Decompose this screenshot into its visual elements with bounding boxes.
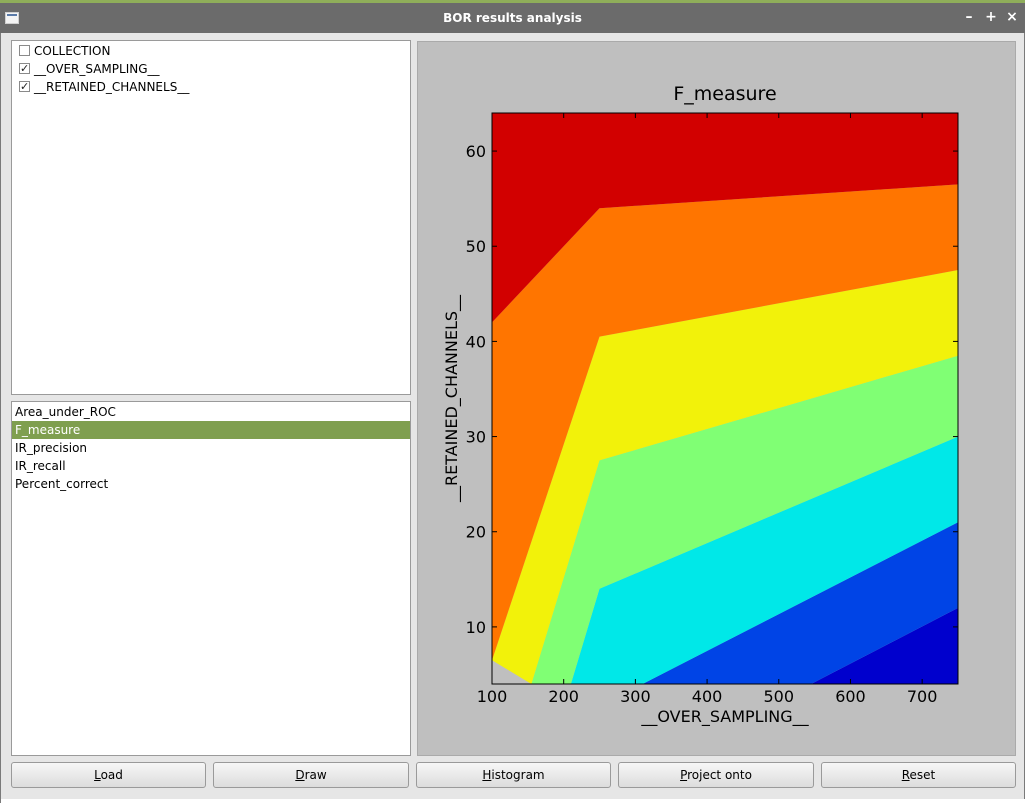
attribute-label: __OVER_SAMPLING__: [34, 62, 160, 76]
measure-item-ir-recall[interactable]: IR_recall: [15, 459, 66, 473]
load-button-mnemonic: L: [94, 768, 101, 782]
x-tick-label: 500: [763, 687, 794, 706]
chart-title: F_measure: [673, 83, 776, 105]
project-onto-button-mnemonic: P: [680, 768, 688, 782]
contour-band-6: [492, 113, 958, 323]
app-window-icon[interactable]: [5, 12, 19, 24]
y-tick-label: 30: [466, 428, 486, 447]
reset-button-label: eset: [909, 768, 936, 782]
x-tick-label: 100: [477, 687, 508, 706]
draw-button-label: raw: [304, 768, 327, 782]
background-window-strip: [1, 799, 1025, 803]
contour-band-4: [492, 270, 958, 684]
minimize-button[interactable]: –: [965, 9, 973, 25]
checkbox-collection[interactable]: [19, 45, 30, 56]
y-tick-label: 10: [466, 618, 486, 637]
maximize-button[interactable]: +: [985, 9, 997, 25]
attribute-label: COLLECTION: [34, 44, 111, 58]
project-onto-button-label: roject onto: [687, 768, 752, 782]
histogram-button[interactable]: Histogram: [416, 762, 611, 788]
x-tick-label: 200: [548, 687, 579, 706]
histogram-button-mnemonic: H: [482, 768, 492, 782]
plot-frame: [491, 112, 959, 685]
load-button[interactable]: Load: [11, 762, 206, 788]
draw-button[interactable]: Draw: [213, 762, 409, 788]
checkbox-over-sampling[interactable]: [19, 60, 30, 78]
reset-button[interactable]: Reset: [821, 762, 1016, 788]
measure-item-f-measure[interactable]: F_measure: [12, 421, 410, 439]
y-tick-label: 60: [466, 142, 486, 161]
title-bar: BOR results analysis – + ×: [0, 0, 1025, 33]
close-button[interactable]: ×: [1006, 9, 1018, 25]
checkbox-retained-channels[interactable]: [19, 78, 30, 96]
attribute-item-retained-channels[interactable]: __RETAINED_CHANNELS__: [12, 78, 410, 96]
measure-item-ir-precision[interactable]: IR_precision: [15, 441, 88, 455]
contour-band-1: [642, 522, 958, 684]
load-button-label: oad: [100, 768, 123, 782]
contour-band-5: [492, 184, 958, 661]
window-title: BOR results analysis: [443, 11, 582, 25]
attribute-list: COLLECTION __OVER_SAMPLING__ __RETAINED_…: [11, 40, 411, 395]
measure-item-percent-correct[interactable]: Percent_correct: [15, 477, 109, 491]
contour-band-3: [531, 355, 958, 684]
x-tick-label: 600: [835, 687, 866, 706]
x-tick-label: 400: [692, 687, 723, 706]
y-tick-label: 20: [466, 523, 486, 542]
draw-button-mnemonic: D: [295, 768, 305, 782]
reset-button-mnemonic: R: [901, 768, 910, 782]
x-axis-label: __OVER_SAMPLING__: [640, 707, 809, 727]
measure-item-area-under-roc[interactable]: Area_under_ROC: [15, 405, 116, 419]
y-axis-label: __RETAINED_CHANNELS__: [442, 294, 462, 503]
x-tick-label: 300: [620, 687, 651, 706]
measure-list: Area_under_ROC F_measure IR_precision IR…: [11, 401, 411, 756]
attribute-item-over-sampling[interactable]: __OVER_SAMPLING__: [12, 60, 410, 78]
histogram-button-label: istogram: [491, 768, 545, 782]
project-onto-button[interactable]: Project onto: [618, 762, 814, 788]
attribute-item-collection[interactable]: COLLECTION: [12, 42, 410, 60]
y-tick-label: 50: [466, 237, 486, 256]
attribute-label: __RETAINED_CHANNELS__: [34, 80, 190, 94]
contour-chart: 100 200 300 400 500 600 700 10 20 30 40 50 60 F_measu…: [442, 83, 959, 727]
x-tick-label: 700: [907, 687, 938, 706]
y-tick-label: 40: [466, 332, 486, 351]
contour-band-2: [570, 436, 958, 684]
main-window: COLLECTION __OVER_SAMPLING__ __RETAINED_…: [0, 33, 1025, 803]
plot-canvas: 100 200 300 400 500 600 700 10 20 30 40 50 60 F_measu…: [417, 41, 1016, 756]
